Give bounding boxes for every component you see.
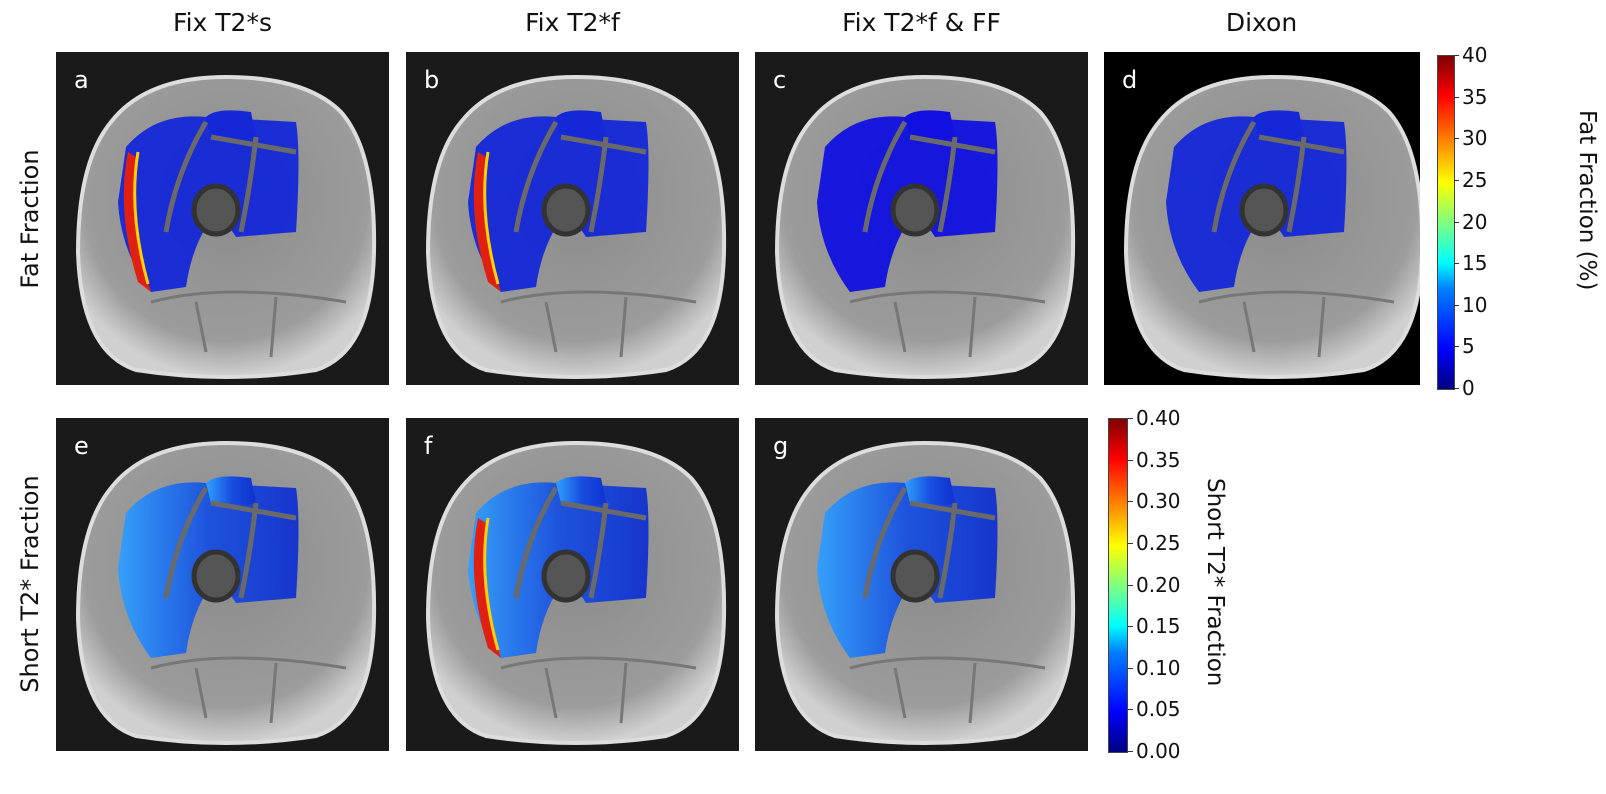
femur (1239, 183, 1289, 237)
panel-label: f (424, 432, 433, 460)
muscle-boundary (513, 120, 647, 233)
muscle-overlay (206, 476, 256, 507)
image-panel-a: a (56, 52, 389, 385)
femur (890, 549, 940, 603)
colorbar-tick-label: 15 (1453, 251, 1488, 276)
femur (890, 183, 940, 237)
panel-label: c (773, 66, 787, 94)
mri-thigh-image (1123, 74, 1420, 379)
colorbar-tick-label: 10 (1453, 292, 1488, 317)
colorbar-tick-label: 5 (1454, 334, 1475, 359)
mri-thigh-image (774, 74, 1076, 379)
muscle-overlay (556, 110, 606, 141)
muscle-overlay (1254, 110, 1304, 141)
colorbar-title-short-t2-fraction: Short T2* Fraction (1202, 478, 1228, 687)
image-panel-c: c (755, 52, 1088, 385)
mri-thigh-image (774, 440, 1076, 745)
hamstring-region (500, 656, 697, 724)
colorbar-fat-fraction (1437, 55, 1455, 390)
colorbar-tick-label: 0 (1454, 376, 1475, 400)
colorbar-short-t2-fraction (1108, 418, 1128, 753)
hamstring-region (849, 290, 1046, 358)
image-panel-e: e (56, 418, 389, 751)
panel-label: e (74, 432, 89, 460)
muscle-overlay (905, 110, 955, 141)
colorbar-tick-label: 35 (1453, 84, 1488, 109)
column-title-fix-t2f-ff: Fix T2*f & FF (842, 8, 1001, 37)
colorbar-tick-label: 0.35 (1128, 447, 1181, 472)
mri-thigh-image (425, 440, 727, 745)
column-title-fix-t2s: Fix T2*s (173, 8, 272, 37)
colorbar-tick-label: 0.15 (1128, 614, 1181, 639)
colorbar-tick-label: 0.25 (1128, 530, 1181, 555)
colorbar-tick-label: 25 (1453, 167, 1488, 192)
image-panel-b: b (406, 52, 739, 385)
muscle-boundary (513, 486, 647, 599)
fat-rim (473, 518, 501, 658)
image-panel-g: g (755, 418, 1088, 751)
femur (191, 183, 241, 237)
colorbar-title-fat-fraction: Fat Fraction (%) (1574, 110, 1600, 291)
muscle-boundary (163, 486, 297, 599)
colorbar-tick-label: 20 (1453, 209, 1488, 234)
colorbar-tick-label: 0.20 (1128, 572, 1181, 597)
hamstring-region (500, 290, 697, 358)
colorbar-tick-label: 30 (1453, 126, 1488, 151)
hamstring-region (150, 290, 347, 358)
colorbar-tick-label: 0.05 (1128, 697, 1181, 722)
image-panel-d: d (1104, 52, 1420, 385)
column-title-dixon: Dixon (1225, 8, 1298, 37)
image-panel-f: f (406, 418, 739, 751)
column-title-fix-t2f: Fix T2*f (525, 8, 620, 37)
panel-label: d (1122, 66, 1138, 94)
muscle-boundary (1211, 120, 1345, 233)
femur (541, 549, 591, 603)
colorbar-tick-label: 0.00 (1128, 739, 1181, 763)
hamstring-region (1198, 290, 1395, 358)
mri-thigh-image (75, 440, 377, 745)
muscle-boundary (862, 486, 996, 599)
panel-label: a (74, 66, 89, 94)
panel-label: b (424, 66, 440, 94)
colorbar-tick-label: 0.30 (1128, 489, 1181, 514)
panel-label: g (773, 432, 789, 460)
fat-rim (473, 152, 501, 292)
colorbar-tick-label: 40 (1453, 43, 1488, 67)
mri-thigh-image (75, 74, 377, 379)
mri-thigh-image (425, 74, 727, 379)
row-label-short-t2-fraction: Short T2* Fraction (16, 475, 44, 693)
femur (541, 183, 591, 237)
hamstring-region (849, 656, 1046, 724)
muscle-overlay (206, 110, 256, 141)
colorbar-tick-label: 0.40 (1128, 406, 1181, 430)
fat-rim (123, 152, 151, 292)
muscle-boundary (163, 120, 297, 233)
muscle-overlay (556, 476, 606, 507)
muscle-boundary (862, 120, 996, 233)
muscle-overlay (905, 476, 955, 507)
row-label-fat-fraction: Fat Fraction (16, 149, 44, 289)
femur (191, 549, 241, 603)
hamstring-region (150, 656, 347, 724)
colorbar-tick-label: 0.10 (1128, 655, 1181, 680)
